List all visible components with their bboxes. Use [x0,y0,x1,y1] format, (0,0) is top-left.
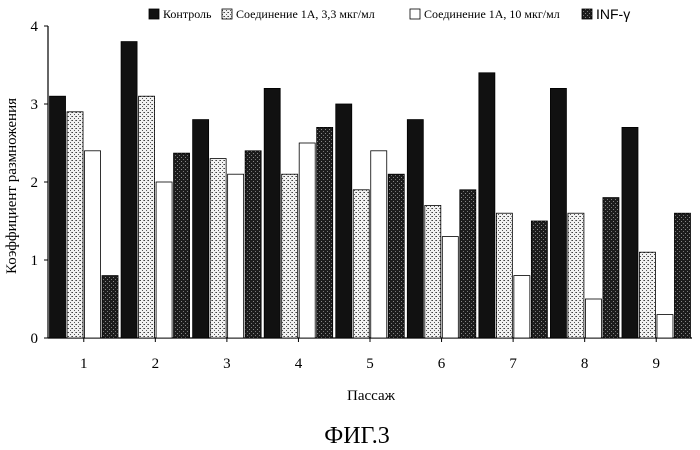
bar-series-2-passage-5 [371,151,387,338]
legend: Контроль Соединение 1А, 3,3 мкг/мл Соеди… [149,6,630,22]
legend-item-compound-10: Соединение 1А, 10 мкг/мл [410,7,560,21]
legend-swatch-inf-gamma [582,9,592,19]
x-axis-title: Пассаж [347,388,396,404]
bar-series-3-passage-3 [245,151,261,338]
legend-label-compound-3-3: Соединение 1А, 3,3 мкг/мл [236,7,375,21]
legend-label-control: Контроль [163,7,212,21]
bar-series-2-passage-8 [585,299,601,338]
bar-series-1-passage-8 [568,213,584,338]
bar-series-0-passage-8 [550,88,566,338]
y-tick-label: 3 [31,97,39,113]
bar-series-3-passage-6 [460,190,476,338]
x-ticks: 1 2 3 4 5 6 7 8 9 [80,338,660,372]
bar-series-1-passage-3 [210,159,226,338]
bar-series-3-passage-4 [317,127,333,338]
bar-series-0-passage-4 [264,88,280,338]
bar-series-2-passage-1 [85,151,101,338]
x-tick-label: 9 [652,356,660,372]
x-tick-label: 5 [366,356,374,372]
legend-item-compound-3-3: Соединение 1А, 3,3 мкг/мл [222,7,375,21]
y-tick-label: 4 [31,19,39,35]
bar-series-0-passage-6 [407,120,423,338]
x-tick-label: 7 [509,356,517,372]
legend-swatch-compound-3-3 [222,9,232,19]
bar-series-3-passage-5 [388,174,404,338]
y-ticks: 0 1 2 3 4 [31,19,49,347]
x-tick-label: 8 [581,356,589,372]
bar-series-2-passage-6 [442,237,458,338]
x-tick-label: 1 [80,356,88,372]
legend-item-inf-gamma: INF-γ [582,6,630,22]
bar-series-0-passage-3 [193,120,209,338]
bar-series-0-passage-9 [622,127,638,338]
x-tick-label: 2 [152,356,160,372]
bar-series-0-passage-1 [50,96,66,338]
bar-series-3-passage-2 [174,153,190,338]
legend-item-control: Контроль [149,7,212,21]
bar-series-3-passage-7 [531,221,547,338]
bar-series-1-passage-4 [282,174,298,338]
y-axis-title: Коэффициент размножения [4,98,20,274]
bar-series-1-passage-7 [496,213,512,338]
bar-series-2-passage-2 [156,182,172,338]
bar-series-2-passage-4 [299,143,315,338]
legend-swatch-compound-10 [410,9,420,19]
bar-series-3-passage-9 [674,213,690,338]
bar-series-1-passage-5 [353,190,369,338]
y-tick-label: 0 [31,331,39,347]
bar-series-0-passage-5 [336,104,352,338]
x-tick-label: 4 [295,356,303,372]
bar-series-2-passage-9 [657,315,673,338]
y-tick-label: 2 [31,175,39,191]
figure-caption: ФИГ.3 [324,423,389,449]
bar-series-2-passage-7 [514,276,530,338]
legend-label-compound-10: Соединение 1А, 10 мкг/мл [424,7,560,21]
x-tick-label: 6 [438,356,446,372]
bar-series-2-passage-3 [228,174,244,338]
bar-series-0-passage-7 [479,73,495,338]
bar-series-1-passage-6 [425,205,441,338]
bar-series-0-passage-2 [121,42,137,338]
bars [50,42,691,338]
bar-series-1-passage-2 [139,96,155,338]
legend-label-inf-gamma: INF-γ [596,6,630,22]
bar-series-3-passage-1 [102,276,118,338]
bar-series-1-passage-1 [67,112,83,338]
x-tick-label: 3 [223,356,231,372]
bar-series-3-passage-8 [603,198,619,338]
legend-swatch-control [149,9,159,19]
bar-series-1-passage-9 [639,252,655,338]
y-tick-label: 1 [31,253,39,269]
